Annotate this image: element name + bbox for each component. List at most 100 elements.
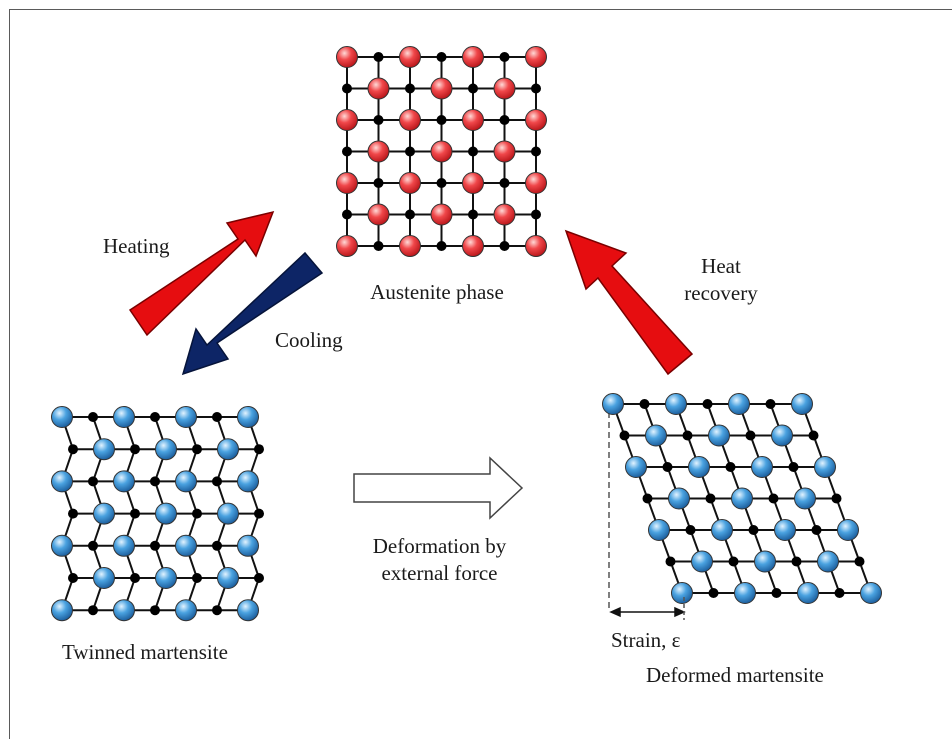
deformed-atom <box>860 582 882 604</box>
deformed-atom <box>688 456 710 478</box>
deformed-atom <box>734 582 756 604</box>
deformed-atom <box>814 456 836 478</box>
small-atom <box>834 588 845 598</box>
deformed-atom <box>731 487 753 510</box>
deformed-atom <box>691 550 713 573</box>
martensite-atom <box>175 470 197 493</box>
small-atom <box>831 493 842 504</box>
deformed-atom <box>794 487 816 510</box>
austenite-atom <box>525 172 547 194</box>
martensite-atom <box>237 534 259 557</box>
small-atom <box>436 52 447 62</box>
austenite-atom <box>336 172 358 194</box>
austenite-label: Austenite phase <box>370 280 504 304</box>
martensite-atom <box>51 534 73 557</box>
small-atom <box>373 115 384 125</box>
austenite-atom <box>525 235 547 257</box>
small-atom <box>788 462 799 472</box>
austenite-atom <box>399 46 421 68</box>
austenite-atom <box>367 77 390 100</box>
strain-arrow <box>609 606 686 618</box>
austenite-atom <box>462 235 484 257</box>
austenite-atom <box>367 203 390 226</box>
deformed-atom <box>754 550 776 573</box>
austenite-atom <box>493 203 516 226</box>
small-atom <box>436 241 447 251</box>
austenite-atom <box>399 235 421 257</box>
small-atom <box>748 525 759 535</box>
deformed-atom <box>625 456 647 478</box>
deformed-atom <box>708 424 730 447</box>
martensite-atom <box>113 534 135 557</box>
deformed-atom <box>711 519 733 541</box>
austenite-lattice <box>336 46 547 257</box>
martensite-atom <box>175 534 197 557</box>
small-atom <box>705 493 716 504</box>
small-atom <box>130 444 140 455</box>
small-atom <box>342 83 352 94</box>
deformed-atom <box>668 487 690 510</box>
austenite-atom <box>336 46 358 68</box>
twinned-martensite-lattice <box>51 406 264 622</box>
cooling-label: Cooling <box>275 328 343 352</box>
small-atom <box>662 462 673 472</box>
deformed-atom <box>774 519 796 541</box>
deformed-atom <box>728 393 750 415</box>
austenite-atom <box>367 140 390 163</box>
austenite-atom <box>525 109 547 131</box>
austenite-atom <box>430 140 453 163</box>
austenite-atom <box>493 77 516 100</box>
small-atom <box>436 115 447 125</box>
austenite-atom <box>493 140 516 163</box>
deformation-line1: Deformation by <box>372 534 507 558</box>
deformed-atom <box>645 424 667 447</box>
small-atom <box>130 573 140 583</box>
small-atom <box>808 430 819 441</box>
deformed-atom <box>671 582 693 604</box>
martensite-atom <box>175 599 197 622</box>
small-atom <box>499 178 510 188</box>
martensite-atom <box>237 406 259 428</box>
deformed-atom <box>837 519 859 541</box>
martensite-atom <box>93 502 115 525</box>
martensite-atom <box>217 567 239 589</box>
deformed-atom <box>665 393 687 415</box>
small-atom <box>405 83 415 94</box>
martensite-atom <box>113 406 135 428</box>
austenite-atom <box>336 235 358 257</box>
small-atom <box>192 573 202 583</box>
small-atom <box>373 178 384 188</box>
small-atom <box>665 556 676 567</box>
small-atom <box>768 493 779 504</box>
martensite-atom <box>113 470 135 493</box>
small-atom <box>468 83 478 94</box>
martensite-atom <box>217 438 239 461</box>
figure-frame <box>9 9 952 739</box>
small-atom <box>88 412 98 422</box>
strain-label: Strain, ε <box>611 628 681 652</box>
martensite-atom <box>93 567 115 589</box>
small-atom <box>88 540 98 551</box>
small-atom <box>642 493 653 504</box>
small-atom <box>342 209 352 220</box>
austenite-atom <box>336 109 358 131</box>
small-atom <box>771 588 782 598</box>
deformed-atom <box>648 519 670 541</box>
heat-recovery-arrow <box>564 229 694 376</box>
cooling-arrow <box>181 251 324 376</box>
heat-recovery-label: Heat recovery <box>676 253 766 307</box>
small-atom <box>68 508 78 519</box>
deformation-line2: external force <box>381 561 498 585</box>
small-atom <box>499 241 510 251</box>
heat-recovery-line1: Heat <box>701 254 741 278</box>
deformation-label: Deformation by external force <box>352 533 527 587</box>
small-atom <box>254 444 264 455</box>
small-atom <box>765 399 776 409</box>
small-atom <box>685 525 696 535</box>
small-atom <box>373 241 384 251</box>
austenite-atom <box>430 203 453 226</box>
small-atom <box>150 412 160 422</box>
small-atom <box>531 209 541 220</box>
austenite-atom <box>399 172 421 194</box>
small-atom <box>499 52 510 62</box>
